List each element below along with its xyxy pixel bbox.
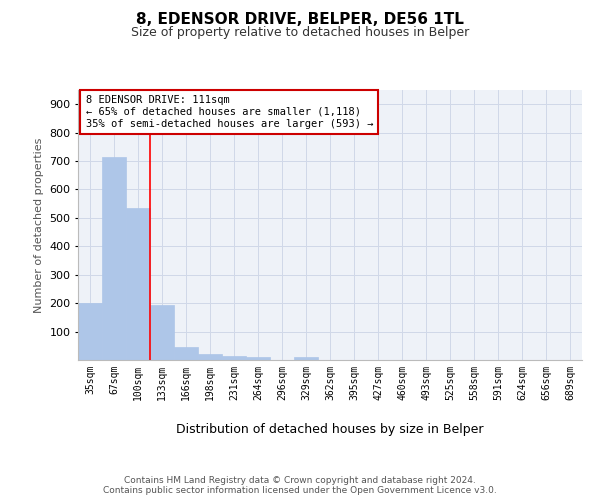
- Bar: [126, 208, 150, 360]
- Bar: [198, 354, 222, 360]
- Text: Contains HM Land Registry data © Crown copyright and database right 2024.
Contai: Contains HM Land Registry data © Crown c…: [103, 476, 497, 495]
- Text: 8 EDENSOR DRIVE: 111sqm
← 65% of detached houses are smaller (1,118)
35% of semi: 8 EDENSOR DRIVE: 111sqm ← 65% of detache…: [86, 96, 373, 128]
- Bar: [294, 357, 318, 360]
- Bar: [174, 347, 198, 360]
- Bar: [78, 303, 102, 360]
- Bar: [222, 356, 246, 360]
- Y-axis label: Number of detached properties: Number of detached properties: [34, 138, 44, 312]
- Bar: [246, 356, 270, 360]
- Text: Distribution of detached houses by size in Belper: Distribution of detached houses by size …: [176, 422, 484, 436]
- Bar: [150, 306, 174, 360]
- Text: Size of property relative to detached houses in Belper: Size of property relative to detached ho…: [131, 26, 469, 39]
- Text: 8, EDENSOR DRIVE, BELPER, DE56 1TL: 8, EDENSOR DRIVE, BELPER, DE56 1TL: [136, 12, 464, 28]
- Bar: [102, 157, 126, 360]
